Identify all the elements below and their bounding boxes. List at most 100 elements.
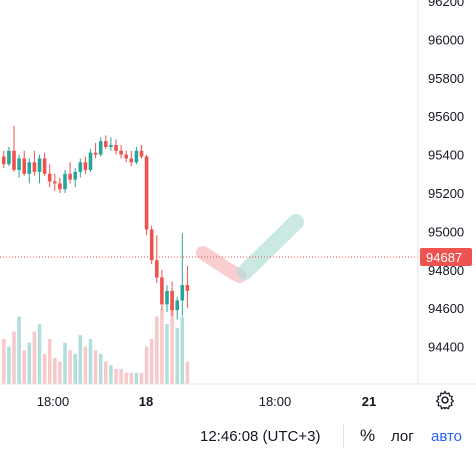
- volume-bar: [12, 331, 16, 384]
- volume-bar: [144, 346, 149, 384]
- candle-body: [37, 158, 42, 172]
- volume-bar: [185, 361, 190, 384]
- time-axis[interactable]: 18:00 18 18:00 21: [37, 394, 377, 409]
- candle-body: [185, 285, 190, 291]
- price-tick-label: 95600: [428, 109, 464, 124]
- volume-bar: [73, 354, 77, 384]
- volume-bar: [42, 354, 47, 384]
- candle-body: [139, 150, 144, 157]
- volume-bar: [63, 342, 67, 384]
- current-price-badge: 94687: [420, 248, 472, 266]
- candle-body: [12, 150, 16, 170]
- current-price-label: 94687: [426, 250, 462, 265]
- volume-bar: [83, 346, 88, 384]
- volume-bar: [7, 346, 11, 384]
- bottom-toolbar: 12:46:08 (UTC+3) % лог авто: [0, 418, 476, 454]
- volume-bar: [98, 354, 103, 384]
- percent-scale-button[interactable]: %: [360, 426, 376, 445]
- candle-body: [124, 154, 128, 159]
- gear-icon[interactable]: [434, 389, 456, 411]
- volume-bar: [22, 350, 26, 384]
- candle-body: [63, 173, 67, 190]
- log-scale-button[interactable]: лог: [391, 428, 414, 445]
- candlesticks: [1, 125, 190, 320]
- price-tick-label: 95000: [428, 224, 464, 239]
- volume-bar: [124, 372, 128, 384]
- candle-body: [17, 158, 21, 170]
- time-tick-label: 18: [139, 394, 153, 409]
- volume-bar: [160, 309, 164, 384]
- volume-bar: [175, 327, 179, 384]
- candle-body: [114, 145, 118, 151]
- timezone-clock[interactable]: 12:46:08 (UTC+3): [200, 428, 321, 445]
- price-tick-label: 94600: [428, 301, 464, 316]
- candle-body: [144, 156, 149, 230]
- volume-bar: [149, 339, 154, 384]
- time-tick-label: 21: [362, 394, 376, 409]
- volume-bar: [114, 369, 118, 384]
- volume-bar: [68, 350, 72, 384]
- volume-bar: [37, 324, 42, 384]
- candle-body: [78, 162, 83, 172]
- candle-body: [155, 260, 159, 278]
- candle-body: [73, 171, 77, 180]
- candle-body: [129, 158, 134, 163]
- candle-body: [170, 290, 174, 311]
- candle-body: [93, 152, 98, 155]
- volume-bar: [119, 369, 123, 384]
- candle-body: [47, 173, 52, 182]
- price-tick-label: 94800: [428, 263, 464, 278]
- price-tick-label: 95800: [428, 71, 464, 86]
- candle-body: [119, 150, 123, 155]
- price-tick-label: 94400: [428, 340, 464, 355]
- volume-bar: [104, 361, 108, 384]
- toolbar-separator: [343, 424, 344, 448]
- volume-bar: [47, 339, 52, 384]
- candle-body: [175, 300, 179, 311]
- candle-body: [27, 162, 32, 174]
- volume-bars: [1, 294, 190, 384]
- candle-body: [98, 141, 103, 155]
- volume-bar: [155, 316, 159, 384]
- checkmark-drawing: [196, 214, 304, 283]
- candle-body: [83, 162, 88, 170]
- volume-bar: [78, 335, 83, 384]
- volume-bar: [109, 365, 113, 384]
- candle-body: [42, 158, 47, 174]
- volume-bar: [27, 342, 32, 384]
- volume-bar: [88, 339, 93, 384]
- candle-body: [58, 183, 62, 190]
- auto-scale-button[interactable]: авто: [431, 428, 463, 445]
- candle-body: [165, 290, 169, 305]
- volume-bar: [93, 350, 98, 384]
- volume-bar: [139, 372, 144, 384]
- candle-body: [104, 141, 108, 147]
- volume-bar: [1, 339, 6, 384]
- price-tick-label: 96000: [428, 32, 464, 47]
- candle-body: [160, 277, 164, 305]
- candle-body: [32, 162, 37, 172]
- candle-body: [180, 285, 185, 301]
- volume-bar: [129, 372, 134, 384]
- time-tick-label: 18:00: [259, 394, 292, 409]
- price-tick-label: 95200: [428, 186, 464, 201]
- candle-body: [1, 156, 6, 165]
- volume-bar: [180, 316, 185, 384]
- candle-body: [109, 145, 113, 147]
- price-axis[interactable]: 96200 96000 95800 95600 95400 95200 95000 94800…: [428, 0, 464, 355]
- volume-bar: [165, 324, 169, 384]
- candle-body: [149, 229, 154, 261]
- price-tick-label: 96200: [428, 0, 464, 9]
- volume-bar: [170, 294, 174, 384]
- volume-bar: [53, 357, 57, 384]
- candle-body: [88, 152, 93, 170]
- volume-bar: [58, 361, 62, 384]
- price-tick-label: 95400: [428, 148, 464, 163]
- volume-bar: [32, 331, 37, 384]
- volume-bar: [17, 316, 21, 384]
- candle-body: [7, 150, 11, 165]
- candle-body: [22, 158, 26, 174]
- volume-bar: [134, 372, 139, 384]
- candle-body: [134, 150, 139, 163]
